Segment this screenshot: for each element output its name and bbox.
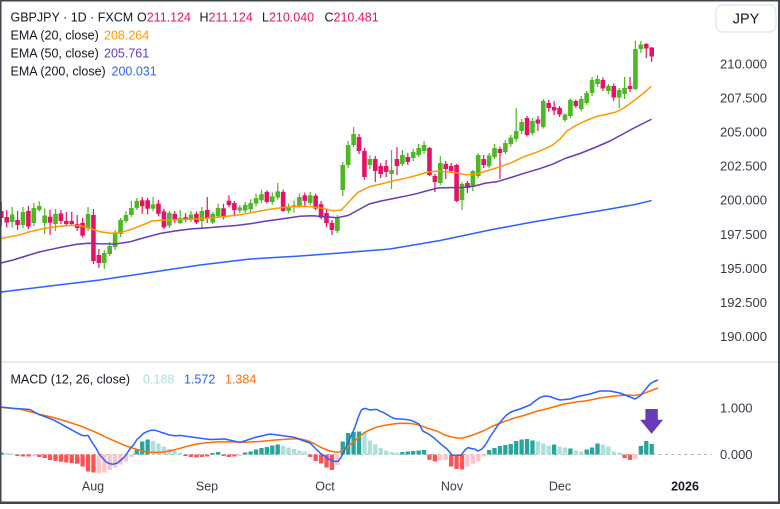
svg-text:0.000: 0.000 <box>720 447 753 462</box>
svg-text:H211.124: H211.124 <box>200 10 253 24</box>
svg-text:GBPJPY · 1D · FXCM: GBPJPY · 1D · FXCM <box>11 10 134 24</box>
svg-text:2026: 2026 <box>671 480 699 494</box>
svg-text:192.500: 192.500 <box>720 295 767 310</box>
svg-text:208.264: 208.264 <box>104 28 149 42</box>
svg-text:197.500: 197.500 <box>720 227 767 242</box>
svg-text:210.000: 210.000 <box>720 56 767 71</box>
svg-text:190.000: 190.000 <box>720 329 767 344</box>
svg-text:1.384: 1.384 <box>225 372 256 386</box>
svg-text:Sep: Sep <box>196 480 218 494</box>
svg-text:EMA (20, close): EMA (20, close) <box>11 28 99 42</box>
svg-text:195.000: 195.000 <box>720 261 767 276</box>
svg-text:202.500: 202.500 <box>720 159 767 174</box>
svg-text:JPY: JPY <box>733 12 760 28</box>
svg-text:Oct: Oct <box>315 480 335 494</box>
svg-text:Nov: Nov <box>441 480 464 494</box>
svg-text:MACD (12, 26, close): MACD (12, 26, close) <box>11 372 130 386</box>
svg-text:C210.481: C210.481 <box>325 10 379 24</box>
svg-text:207.500: 207.500 <box>720 90 767 105</box>
svg-text:205.761: 205.761 <box>104 46 149 60</box>
svg-text:1.572: 1.572 <box>184 372 215 386</box>
svg-text:0.188: 0.188 <box>143 372 174 386</box>
svg-text:EMA (50, close): EMA (50, close) <box>11 46 99 60</box>
svg-text:200.000: 200.000 <box>720 193 767 208</box>
svg-text:200.031: 200.031 <box>112 64 157 78</box>
svg-text:O211.124: O211.124 <box>137 10 191 24</box>
svg-text:Aug: Aug <box>82 480 104 494</box>
svg-text:Dec: Dec <box>549 480 571 494</box>
svg-text:1.000: 1.000 <box>720 401 753 416</box>
svg-text:L210.040: L210.040 <box>262 10 314 24</box>
svg-text:205.000: 205.000 <box>720 125 767 140</box>
svg-text:EMA (200, close): EMA (200, close) <box>11 64 106 78</box>
